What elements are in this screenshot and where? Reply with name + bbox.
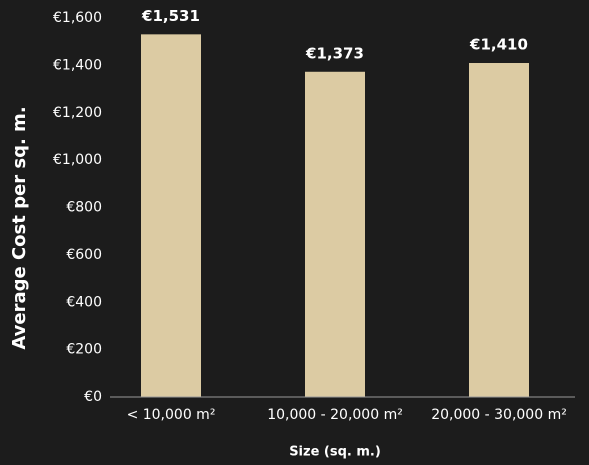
value-label: €1,373	[305, 44, 364, 62]
x-axis-title: Size (sq. m.)	[289, 445, 381, 460]
y-tick-label: €600	[66, 247, 102, 263]
y-axis-title: Average Cost per sq. m.	[9, 106, 30, 349]
y-tick-label: €400	[66, 294, 102, 310]
bar	[305, 71, 365, 397]
x-tick-label: 20,000 - 30,000 m²	[431, 407, 567, 423]
y-tick-label: €0	[84, 389, 102, 405]
y-tick-label: €1,200	[53, 105, 102, 121]
y-tick-label: €1,000	[53, 152, 102, 168]
x-tick-label: < 10,000 m²	[127, 407, 216, 423]
y-tick-label: €1,400	[53, 57, 102, 73]
y-tick-label: €200	[66, 342, 102, 358]
x-tick-label: 10,000 - 20,000 m²	[267, 407, 403, 423]
y-tick-label: €800	[66, 200, 102, 216]
y-tick-label: €1,600	[53, 10, 102, 26]
bar	[141, 34, 201, 398]
value-label: €1,531	[141, 7, 200, 25]
value-label: €1,410	[469, 36, 528, 54]
bar	[469, 63, 529, 397]
